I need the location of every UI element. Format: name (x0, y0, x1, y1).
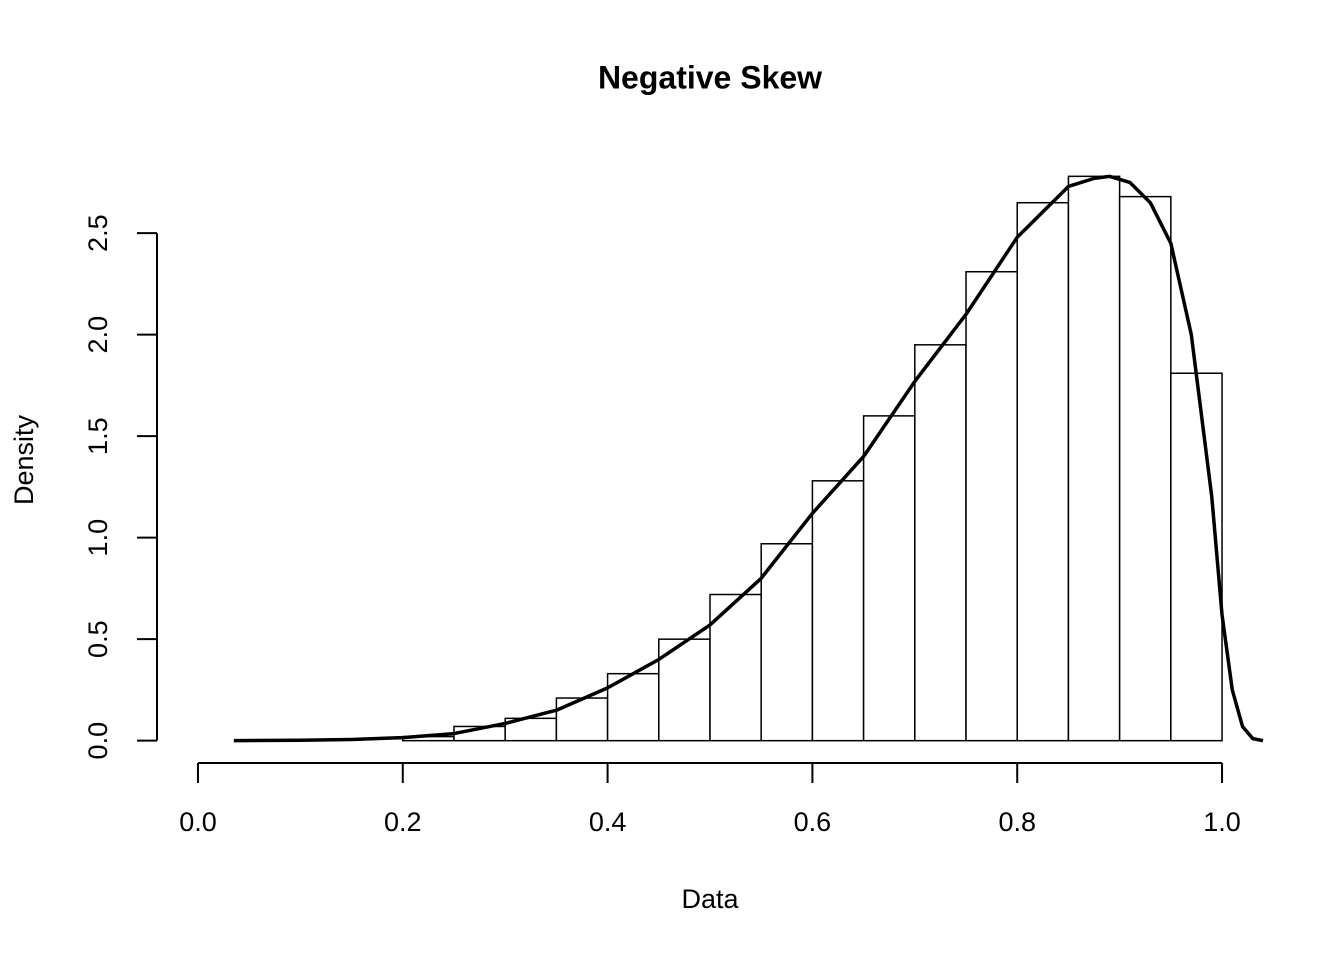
y-tick-label: 2.0 (83, 316, 113, 354)
bar (914, 344, 967, 742)
x-axis-label: Data (681, 884, 739, 914)
x-tick-label: 0.4 (589, 807, 627, 837)
bar (1170, 372, 1223, 742)
y-tick-label: 0.5 (83, 620, 113, 658)
x-tick-label: 0.6 (794, 807, 832, 837)
y-tick-label: 1.5 (83, 417, 113, 455)
y-axis-label: Density (9, 414, 39, 505)
x-tick-label: 1.0 (1203, 807, 1241, 837)
bar (1118, 195, 1172, 742)
x-tick-label: 0.8 (998, 807, 1036, 837)
bar (862, 415, 916, 742)
bar (658, 638, 711, 742)
density-curve (233, 174, 1264, 743)
chart-title: Negative Skew (598, 59, 822, 95)
bar (965, 270, 1018, 742)
x-tick-label: 0.2 (384, 807, 422, 837)
bar (1067, 175, 1121, 742)
bar (760, 543, 814, 742)
bar (1016, 201, 1070, 742)
y-tick-label: 0.0 (83, 722, 113, 760)
bar (555, 697, 609, 742)
bar (811, 480, 865, 742)
x-tick-label: 0.0 (179, 807, 217, 837)
y-tick-label: 2.5 (83, 214, 113, 252)
y-tick-label: 1.0 (83, 519, 113, 557)
